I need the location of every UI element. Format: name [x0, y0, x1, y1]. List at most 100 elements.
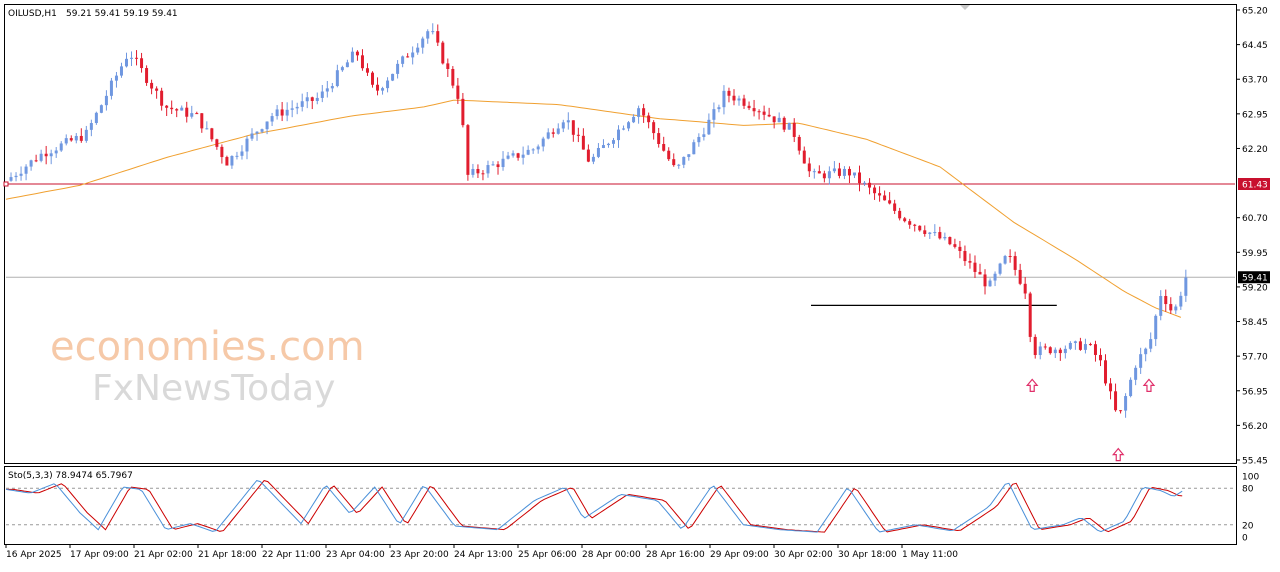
candle: [24, 164, 28, 181]
level-price-tag: [1238, 178, 1270, 190]
candle: [596, 143, 600, 159]
candle: [135, 50, 139, 66]
candle: [104, 90, 108, 111]
candle: [1088, 342, 1092, 346]
candle: [1169, 297, 1173, 314]
time-tick-label: 1 May 11:00: [902, 550, 958, 560]
candle: [782, 116, 786, 133]
price-tick-label: 55.45: [1242, 457, 1268, 467]
candle: [406, 53, 410, 58]
time-tick-label: 23 Apr 20:00: [390, 550, 449, 560]
candle: [180, 105, 184, 111]
candle: [411, 46, 415, 65]
candle: [471, 163, 475, 178]
candle: [165, 104, 169, 117]
candle: [175, 108, 179, 118]
candle: [611, 137, 615, 148]
candle: [295, 102, 299, 115]
candle: [335, 64, 339, 88]
candle: [868, 178, 872, 195]
candle: [1053, 347, 1057, 359]
price-tick-label: 64.45: [1242, 41, 1268, 51]
time-tick-label: 16 Apr 2025: [6, 550, 62, 560]
candle: [265, 121, 269, 135]
candle: [1104, 354, 1108, 386]
price-tick-label: 62.95: [1242, 110, 1268, 120]
candle: [381, 86, 385, 95]
candle: [426, 29, 430, 44]
candle: [827, 166, 831, 185]
candle: [968, 253, 972, 269]
candle: [591, 153, 595, 165]
candle: [903, 216, 907, 223]
candle: [908, 218, 912, 229]
current-price-label: 59.41: [1242, 274, 1268, 284]
candle: [340, 65, 344, 72]
candle: [220, 144, 224, 164]
candle: [506, 151, 510, 160]
candle: [376, 77, 380, 96]
candle: [662, 136, 666, 152]
stochastic-tick-label: 20: [1242, 521, 1254, 531]
candle: [998, 262, 1002, 276]
candle: [496, 161, 500, 175]
candle: [1109, 378, 1113, 400]
candle: [707, 113, 711, 135]
candle: [124, 52, 128, 68]
candle: [310, 96, 314, 110]
candle: [396, 60, 400, 79]
candle: [1129, 377, 1133, 398]
candle: [1154, 314, 1158, 347]
candle: [481, 170, 485, 181]
candle: [1073, 340, 1077, 350]
candle: [1184, 269, 1188, 302]
candle: [74, 133, 78, 144]
candle: [792, 118, 796, 143]
candle: [777, 112, 781, 123]
candle: [822, 170, 826, 183]
candle: [978, 263, 982, 275]
candle: [546, 128, 550, 140]
candle: [958, 240, 962, 259]
resistance-handle[interactable]: [3, 181, 9, 187]
candle: [99, 104, 103, 114]
candle: [371, 71, 375, 88]
candle: [14, 172, 18, 182]
scroll-marker-icon[interactable]: [960, 5, 970, 10]
candle: [712, 102, 716, 128]
candle: [842, 166, 846, 180]
candle: [938, 226, 942, 240]
candle: [642, 103, 646, 123]
stochastic-label: Sto(5,3,3) 78.9474 65.7967: [8, 471, 133, 481]
candle: [973, 255, 977, 278]
candle: [812, 168, 816, 179]
candle: [39, 149, 43, 163]
candle: [421, 36, 425, 54]
candle: [953, 238, 957, 249]
price-tick-label: 59.20: [1242, 283, 1268, 293]
candle: [516, 152, 520, 161]
candle: [1174, 304, 1178, 315]
time-tick-label: 30 Apr 18:00: [838, 550, 897, 560]
candle: [797, 134, 801, 155]
candle: [873, 185, 877, 200]
up-arrow-icon: [1142, 378, 1156, 392]
candle: [566, 112, 570, 130]
price-tick-label: 59.95: [1242, 249, 1268, 259]
candle: [330, 82, 334, 93]
candle: [84, 125, 88, 143]
candle: [305, 92, 309, 109]
candle: [260, 128, 264, 134]
candle: [627, 121, 631, 132]
up-arrow-icon: [1025, 378, 1039, 392]
candle: [461, 92, 465, 128]
candle: [817, 165, 821, 174]
time-tick-label: 17 Apr 09:00: [70, 550, 129, 560]
candle: [526, 145, 530, 156]
candle: [1028, 291, 1032, 343]
candle: [832, 161, 836, 174]
candle: [416, 43, 420, 55]
candle: [210, 127, 214, 142]
candle: [1144, 347, 1148, 362]
